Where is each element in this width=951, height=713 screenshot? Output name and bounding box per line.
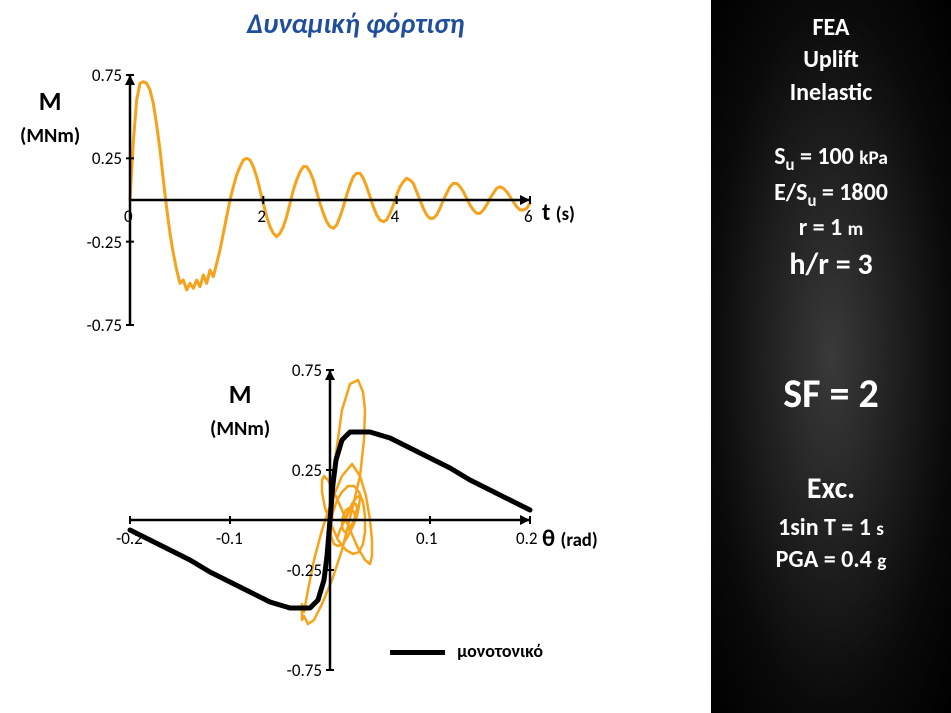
sidebar-exc-line: PGA = 0.4 g — [719, 544, 943, 576]
chart2-y-tick: -0.75 — [272, 660, 322, 681]
time-history-chart — [124, 69, 536, 331]
chart1-x-tick: 6 — [524, 206, 533, 227]
chart2-y-tick: 0.25 — [272, 460, 322, 481]
sidebar-header-line: FEA — [719, 12, 943, 44]
sidebar-param-line: E/Su = 1800 — [719, 177, 943, 212]
chart2-x-tick: -0.2 — [116, 528, 143, 549]
sidebar-params-block: Su = 100 kPaE/Su = 1800r = 1 mh/r = 3 — [719, 141, 943, 285]
chart1-y-tick: 0.75 — [72, 65, 122, 86]
chart1-y-tick: -0.75 — [72, 315, 122, 336]
chart2-y-axis-label: M(MNm) — [210, 378, 270, 442]
chart2-x-axis-label: θ (rad) — [542, 524, 598, 553]
sidebar-header-line: Uplift — [719, 44, 943, 76]
chart1-x-axis-label: t (s) — [542, 198, 575, 227]
chart1-y-tick: -0.25 — [72, 232, 122, 253]
sidebar-exc-title: Exc. — [719, 469, 943, 510]
chart1-y-axis-label: M(MNm) — [20, 85, 80, 149]
chart1-x-tick: 0 — [124, 206, 133, 227]
sidebar-param-line: h/r = 3 — [719, 245, 943, 286]
chart1-x-tick: 2 — [257, 206, 266, 227]
charts-panel: Δυναμική φόρτιση M(MNm) t (s) M(MNm) θ (… — [0, 0, 711, 713]
chart2-y-tick: 0.75 — [272, 360, 322, 381]
chart1-x-tick: 4 — [391, 206, 400, 227]
sidebar-panel: FEAUpliftInelastic Su = 100 kPaE/Su = 18… — [711, 0, 951, 713]
sidebar-exc-line: 1sin T = 1 s — [719, 512, 943, 544]
sidebar-sf: SF = 2 — [719, 367, 943, 421]
legend-monotonic: μονοτονικό — [390, 640, 543, 662]
hysteresis-chart — [124, 364, 536, 676]
sidebar-header-line: Inelastic — [719, 77, 943, 109]
chart1-y-tick: 0.25 — [72, 148, 122, 169]
sidebar-param-line: r = 1 m — [719, 212, 943, 244]
sidebar-param-line: Su = 100 kPa — [719, 141, 943, 176]
chart2-y-tick: -0.25 — [272, 560, 322, 581]
chart2-x-tick: 0.1 — [416, 528, 438, 549]
sidebar-exc-block: 1sin T = 1 sPGA = 0.4 g — [719, 512, 943, 577]
chart2-x-tick: -0.1 — [216, 528, 243, 549]
chart2-x-tick: 0.2 — [516, 528, 538, 549]
sidebar-header-block: FEAUpliftInelastic — [719, 12, 943, 109]
page-title: Δυναμική φόρτιση — [0, 6, 711, 41]
legend-line-icon — [390, 650, 445, 655]
legend-label: μονοτονικό — [457, 640, 543, 662]
